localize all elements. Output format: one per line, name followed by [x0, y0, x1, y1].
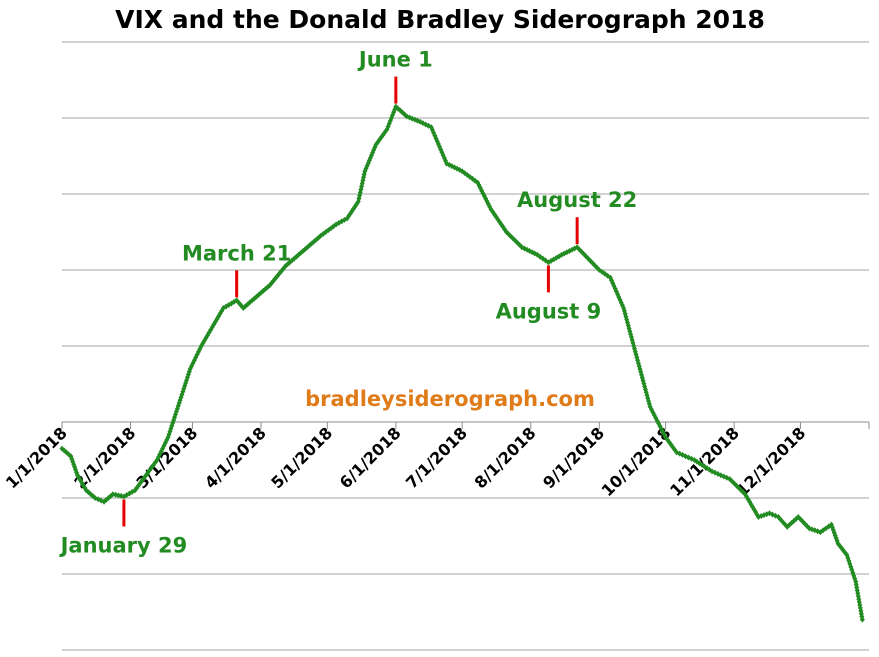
x-tick-label: 9/1/2018 [539, 423, 608, 492]
data-point [751, 506, 757, 513]
x-tick-label: 6/1/2018 [336, 423, 405, 492]
annotation-label: June 1 [357, 48, 433, 72]
annotation-label: August 9 [496, 299, 602, 323]
data-point [581, 251, 587, 258]
watermark-text: bradleysiderograph.com [305, 387, 595, 411]
annotation-labels: June 1 March 21 August 22 August 9 January 2… [59, 48, 638, 558]
x-tick-label: 4/1/2018 [201, 423, 270, 492]
x-tick-label: 11/1/2018 [666, 423, 743, 500]
x-tick-label: 1/1/2018 [2, 423, 71, 492]
annotation-markers [122, 76, 579, 527]
data-point [293, 253, 299, 260]
annotation-label: March 21 [182, 241, 291, 265]
gridlines [62, 41, 869, 651]
x-tick-label: 5/1/2018 [267, 423, 336, 492]
x-tick-label: 7/1/2018 [402, 423, 471, 492]
data-point [753, 508, 759, 515]
data-point [859, 616, 865, 623]
x-tick-label: 8/1/2018 [471, 423, 540, 492]
x-tick-label: 12/1/2018 [732, 423, 809, 500]
series [59, 103, 865, 623]
chart-title: VIX and the Donald Bradley Siderograph 2… [115, 5, 765, 34]
annotation-label: August 22 [517, 188, 637, 212]
annotation-label: January 29 [59, 533, 188, 557]
